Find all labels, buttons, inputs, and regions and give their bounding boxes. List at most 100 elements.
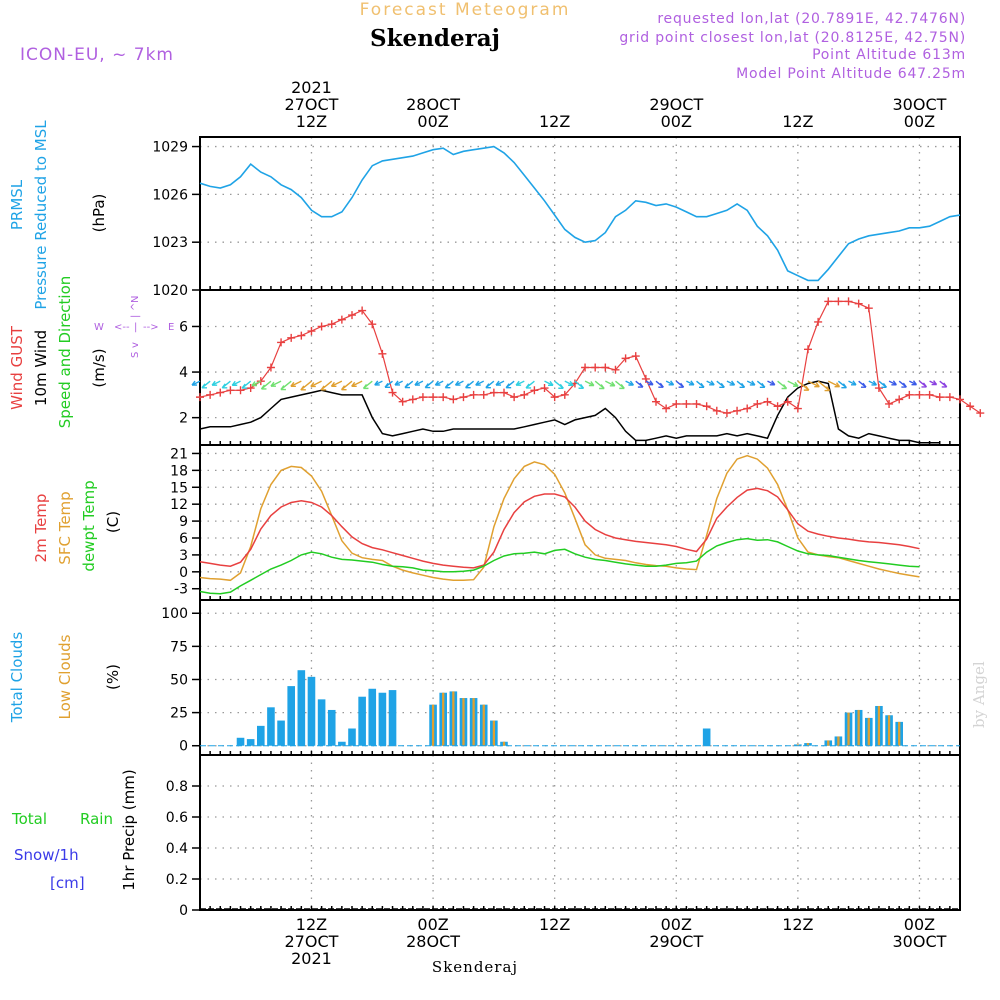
temp-2m-label: 2m Temp — [32, 494, 50, 563]
wind-direction-arrow — [807, 380, 820, 388]
time-axis-label: 28OCT — [406, 95, 460, 114]
wind-unit-label: (m/s) — [90, 348, 108, 387]
point-altitude: Point Altitude 613m — [812, 47, 966, 63]
low-clouds-bar — [452, 691, 455, 746]
wind-gust-marker — [814, 317, 823, 326]
wind-arrow-head — [434, 380, 441, 386]
wind-arrow-head — [619, 383, 625, 390]
wind-direction-arrow — [331, 380, 343, 387]
y-tick-label: 15 — [170, 480, 188, 496]
time-axis-label: 30OCT — [893, 95, 947, 114]
clouds-panel: 0 25 50 75 100 — [161, 599, 961, 756]
wind-arrow-head — [814, 382, 820, 388]
wind-arrow-head — [709, 380, 715, 386]
wind-gust-marker — [976, 409, 985, 418]
y-tick-label: 0.4 — [166, 841, 188, 857]
wind-arrow-head — [921, 382, 928, 388]
wind-arrow-head — [658, 382, 664, 388]
panel-frame — [199, 444, 961, 601]
wind-gust-marker — [358, 306, 367, 315]
wind-gust-marker — [256, 377, 265, 386]
wind-arrow-head — [241, 383, 248, 389]
wind-gust-marker — [793, 404, 802, 413]
y-tick-label: 75 — [170, 639, 188, 655]
wind-gust-marker — [277, 338, 286, 347]
wind-gust-marker — [500, 388, 508, 397]
low-clouds-bar — [482, 704, 485, 746]
wind-arrow-head — [558, 383, 564, 389]
time-axis-label: 12Z — [296, 112, 327, 131]
dewpt-temp-line — [199, 537, 920, 595]
time-axis-label: 12Z — [539, 915, 570, 934]
wind-gust-marker — [540, 384, 549, 393]
wind-arrow-head — [444, 383, 451, 389]
temp-unit-label: (C) — [104, 511, 122, 533]
total-clouds-bar — [297, 670, 306, 746]
wind-gust-marker — [287, 333, 296, 342]
wind-arrow-head — [270, 381, 276, 387]
wind-gust-marker — [652, 397, 660, 406]
wind-gust-marker — [196, 393, 204, 402]
wind-gust-marker — [631, 352, 640, 361]
y-tick-label: 0 — [179, 739, 188, 755]
y-tick-label: 25 — [170, 706, 188, 722]
wind-arrow-head — [525, 383, 532, 389]
y-tick-label: 0.2 — [166, 872, 188, 888]
grid-point-coords: grid point closest lon,lat (20.8125E, 42… — [619, 30, 966, 46]
time-axis-label: 12Z — [539, 112, 570, 131]
compass-n: N — [130, 296, 141, 303]
wind-gust-marker — [510, 393, 519, 402]
wind-arrow-head — [191, 380, 198, 386]
wind-arrow-head — [414, 380, 420, 386]
time-axis-label: 12Z — [782, 112, 813, 131]
wind-arrow-head — [310, 382, 316, 388]
wind-gust-marker — [722, 409, 731, 418]
low-clouds-bar — [502, 741, 506, 746]
y-tick-label: 0.6 — [166, 810, 188, 826]
wind-gust-marker — [733, 406, 742, 415]
wind-gust-marker — [804, 345, 812, 354]
wind-arrow-head — [374, 380, 380, 386]
pressure-name-label: PRMSL — [8, 179, 26, 230]
y-tick-label: 1026 — [152, 187, 188, 203]
wind-gust-marker — [459, 393, 468, 402]
total-clouds-bar — [368, 688, 377, 746]
wind-gust-marker — [388, 388, 397, 397]
wind-gust-marker — [905, 390, 914, 399]
wind-gust-marker — [246, 384, 255, 393]
low-clouds-bar — [857, 709, 860, 746]
wind-arrow-head — [201, 383, 207, 389]
wind-10m-line — [199, 380, 940, 444]
wind-arrow-head — [793, 381, 799, 387]
wind-gust-marker — [297, 331, 306, 340]
y-tick-label: 50 — [170, 672, 188, 688]
wind-arrow-head — [729, 380, 736, 386]
wind-arrow-head — [824, 386, 831, 392]
wind-arrow-head — [221, 383, 228, 389]
wind-arrow-head — [505, 383, 512, 389]
compass-left-arrow: <-- — [114, 322, 130, 333]
wind-arrow-head — [803, 385, 810, 391]
low-clouds-bar — [837, 736, 840, 746]
wind-gust-marker — [702, 402, 711, 411]
wind-arrow-head — [568, 380, 574, 386]
wind-10m-label: 10m Wind — [32, 330, 50, 406]
wind-gust-marker — [874, 384, 883, 393]
watermark: by Angel — [970, 661, 988, 728]
low-clouds-bar — [431, 704, 435, 746]
total-clouds-bar — [358, 696, 366, 746]
time-axis-label: 30OCT — [893, 932, 947, 951]
wind-arrow-head — [424, 383, 431, 389]
low-clouds-bar — [887, 715, 891, 746]
low-clouds-bar — [847, 712, 850, 746]
wind-arrow-head — [362, 383, 369, 390]
wind-gust-marker — [348, 311, 356, 320]
y-tick-label: 6 — [179, 319, 188, 335]
wind-arrow-head — [668, 380, 675, 386]
wind-arrow-head — [548, 380, 554, 387]
wind-gust-marker — [469, 390, 478, 399]
wind-direction-arrow — [310, 380, 322, 388]
y-tick-label: -3 — [174, 582, 188, 598]
total-clouds-bar — [317, 699, 326, 746]
